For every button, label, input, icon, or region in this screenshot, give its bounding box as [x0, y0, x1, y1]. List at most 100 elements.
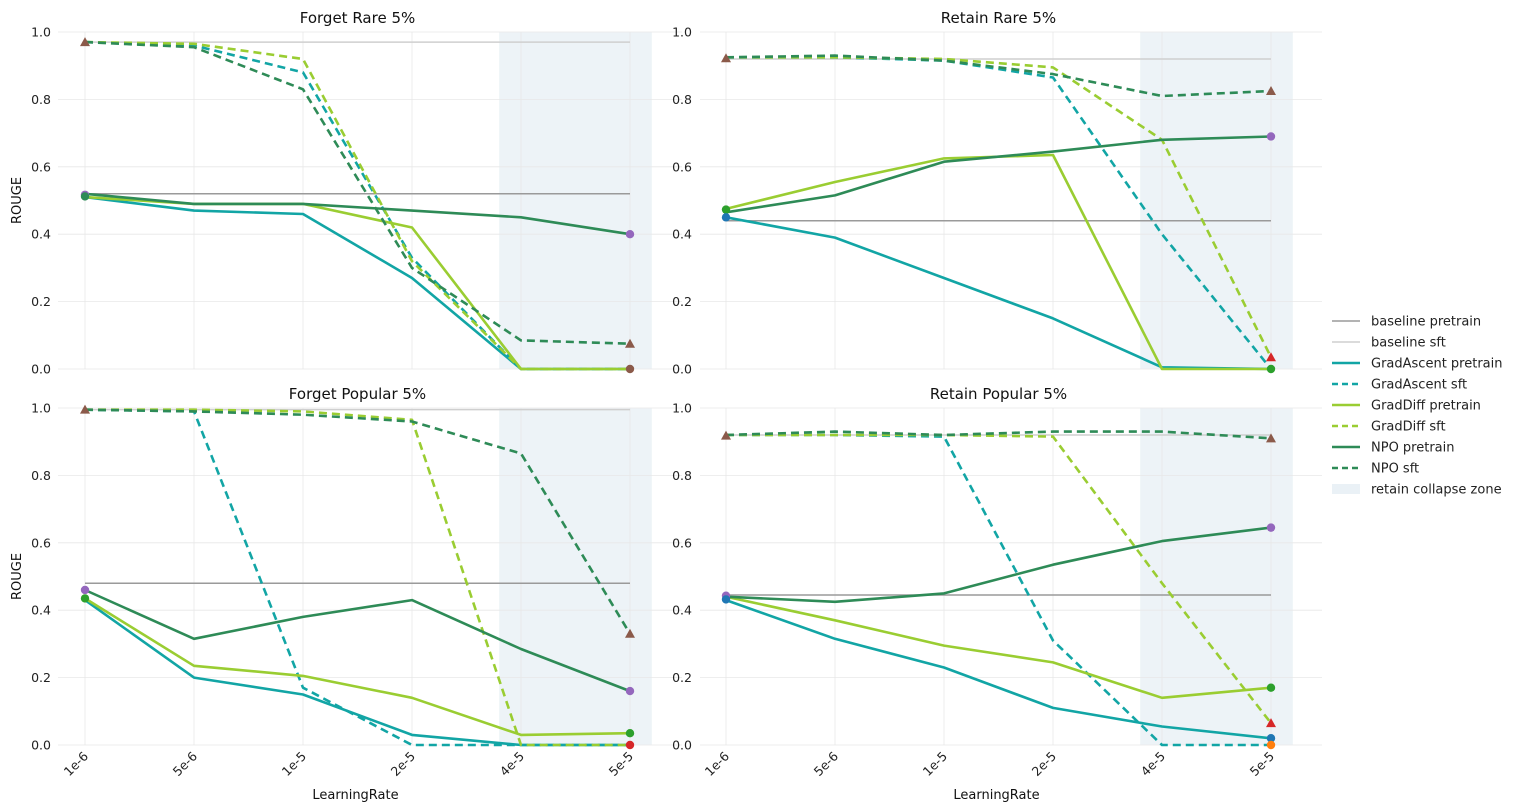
legend-item-baseline-pretrain: baseline pretrain: [1332, 315, 1481, 330]
legend: baseline pretrain baseline sft GradAscent …: [1332, 315, 1503, 498]
marker-triangle: [1266, 85, 1276, 95]
marker-circle: [625, 686, 635, 696]
marker-circle: [625, 364, 635, 374]
x-tick-label: 4e-5: [1138, 749, 1168, 779]
y-tick-label: 0.8: [31, 468, 51, 483]
marker-circle: [80, 585, 90, 595]
panel-3: 0.0 0.2 0.4 0.6 0.8 1.0 1e-6 5e-6 1e-5 2e-5 4e-5 5e…: [10, 385, 682, 803]
legend-item-npo-pretrain: NPO pretrain: [1332, 441, 1455, 456]
panel-4: 0.0 0.2 0.4 0.6 0.8 1.0 1e-6 5e-6 1e-5 2e-5 4e-5 5e…: [672, 385, 1322, 803]
legend-item-gradascent-pretrain: GradAscent pretrain: [1332, 357, 1503, 372]
x-axis-label: LearningRate: [312, 788, 398, 803]
panel-title: Forget Rare 5%: [300, 9, 416, 27]
y-tick-label: 1.0: [31, 25, 51, 40]
marker-circle: [1266, 132, 1276, 141]
marker-circle: [721, 595, 731, 604]
marker-circle: [625, 729, 635, 738]
legend-label: NPO sft: [1371, 462, 1419, 477]
series-gradascent-pretrain: [725, 598, 1272, 740]
series-gradascent-sft: [726, 55, 1273, 370]
legend-label: NPO pretrain: [1371, 441, 1455, 456]
x-tick-label: 2e-5: [388, 749, 418, 779]
marker-triangle: [721, 53, 731, 63]
y-tick-label: 0.8: [672, 468, 692, 483]
y-tick-label: 0.6: [31, 159, 51, 174]
marker-circle: [1266, 364, 1276, 374]
y-tick-label: 1.0: [672, 25, 692, 40]
panel-title: Retain Rare 5%: [941, 9, 1056, 27]
marker-triangle: [1266, 352, 1276, 362]
series-npo-pretrain: [84, 192, 631, 236]
series-gradascent-sft: [84, 40, 630, 371]
series-gradascent-pretrain: [725, 216, 1272, 371]
shaded-collapse-zone: [1140, 32, 1293, 369]
marker-circle: [625, 740, 635, 750]
panel-2: 0.0 0.2 0.4 0.6 0.8 1.0 Retain Rare 5%: [672, 9, 1322, 377]
legend-label: GradAscent sft: [1371, 378, 1467, 393]
x-tick-label: 1e-6: [702, 748, 733, 779]
x-tick-label: 1e-5: [920, 749, 950, 779]
series-npo-sft: [725, 54, 1272, 98]
x-axis-label: LearningRate: [953, 788, 1039, 803]
y-axis-label: ROUGE: [10, 177, 25, 224]
y-tick-label: 0.8: [31, 92, 51, 107]
marker-circle: [721, 205, 731, 214]
x-tick-label: 1e-6: [61, 748, 92, 779]
legend-label: retain collapse zone: [1371, 483, 1502, 498]
marker-triangle: [721, 430, 731, 440]
series-npo-pretrain: [725, 526, 1272, 604]
panel-1: 0.0 0.2 0.4 0.6 0.8 1.0 ROUGE Forget Rare 5%: [10, 9, 682, 377]
y-tick-label: 0.2: [31, 294, 51, 309]
legend-item-baseline-sft: baseline sft: [1332, 336, 1446, 351]
legend-item-graddiff-pretrain: GradDiff pretrain: [1332, 399, 1481, 414]
legend-label: GradAscent pretrain: [1371, 357, 1503, 372]
y-tick-label: 1.0: [31, 401, 51, 416]
y-tick-label: 1.0: [672, 401, 692, 416]
x-tick-label: 5e-5: [606, 749, 636, 779]
legend-item-graddiff-sft: GradDiff sft: [1332, 420, 1446, 435]
marker-triangle: [1266, 718, 1276, 728]
marker-triangle: [80, 37, 90, 47]
y-tick-label: 0.0: [31, 362, 51, 377]
x-tick-label: 1e-5: [279, 749, 309, 779]
marker-circle: [1266, 740, 1276, 750]
marker-triangle: [625, 628, 635, 638]
marker-circle: [721, 213, 731, 222]
legend-label: baseline pretrain: [1371, 315, 1481, 330]
marker-circle: [1266, 734, 1276, 743]
series-gradascent-sft: [84, 408, 630, 747]
panel-title: Forget Popular 5%: [289, 385, 426, 403]
series-gradascent-sft: [726, 433, 1271, 747]
marker-circle: [1266, 523, 1276, 532]
marker-circle: [625, 230, 635, 239]
x-tick-label: 2e-5: [1029, 749, 1059, 779]
series-npo-sft: [84, 40, 631, 345]
y-tick-label: 0.0: [31, 738, 51, 753]
y-tick-label: 0.4: [31, 227, 51, 242]
y-tick-label: 0.4: [31, 603, 51, 618]
legend-label: GradDiff sft: [1371, 420, 1446, 435]
series-graddiff-pretrain: [725, 595, 1272, 700]
legend-item-npo-sft: NPO sft: [1332, 462, 1419, 477]
x-tick-label: 5e-6: [170, 748, 201, 779]
y-tick-label: 0.0: [672, 738, 692, 753]
marker-circle: [80, 192, 90, 201]
y-tick-label: 0.4: [672, 603, 692, 618]
y-tick-label: 0.4: [672, 227, 692, 242]
x-tick-label: 5e-6: [811, 748, 842, 779]
shaded-collapse-zone: [1140, 408, 1293, 745]
series-npo-pretrain: [84, 588, 631, 693]
series-graddiff-sft: [726, 55, 1273, 358]
legend-item-gradascent-sft: GradAscent sft: [1332, 378, 1467, 393]
series-npo-pretrain: [725, 135, 1272, 214]
legend-label: GradDiff pretrain: [1371, 399, 1481, 414]
shaded-collapse-zone: [499, 32, 652, 369]
y-tick-label: 0.6: [31, 535, 51, 550]
legend-swatch: [1332, 484, 1360, 494]
marker-triangle: [1266, 433, 1276, 443]
y-tick-label: 0.8: [672, 92, 692, 107]
y-tick-label: 0.2: [672, 294, 692, 309]
legend-label: baseline sft: [1371, 336, 1446, 351]
y-tick-label: 0.2: [31, 670, 51, 685]
